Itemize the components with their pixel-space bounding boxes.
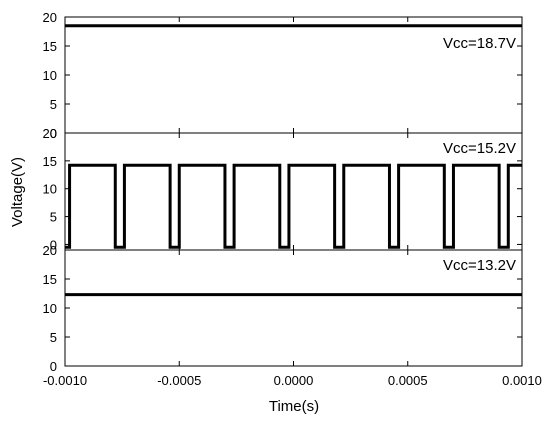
panel-middle-annotation: Vcc=15.2V xyxy=(443,140,516,157)
panel-top-ticks: 0 5 10 15 20 xyxy=(43,10,523,141)
series-line xyxy=(65,163,522,249)
y-tick-label: 0 xyxy=(50,237,57,252)
x-tick-label: 0.0005 xyxy=(388,373,428,388)
y-tick-label: 10 xyxy=(43,301,57,316)
y-tick-label: 5 xyxy=(50,330,57,345)
panel-top: 0 5 10 15 20 Vcc=18.7V xyxy=(43,10,523,141)
panel-bottom: 0 5 10 15 20 Vcc=13.2V xyxy=(43,243,523,374)
y-tick-label: 5 xyxy=(50,210,57,225)
x-tick-label: 0.0010 xyxy=(502,373,542,388)
x-axis-title: Time(s) xyxy=(269,398,319,415)
panel-middle-series xyxy=(65,163,522,249)
x-tick-label: -0.0010 xyxy=(43,373,87,388)
y-tick-label: 15 xyxy=(43,154,57,169)
y-tick-label: 20 xyxy=(43,126,57,141)
y-tick-label: 0 xyxy=(50,359,57,374)
y-tick-label: 20 xyxy=(43,10,57,25)
y-tick-label: 15 xyxy=(43,272,57,287)
y-tick-label: 20 xyxy=(43,243,57,258)
y-tick-label: 10 xyxy=(43,68,57,83)
panel-bottom-ticks: 0 5 10 15 20 xyxy=(43,243,523,374)
y-tick-label: 10 xyxy=(43,182,57,197)
x-tick-label: 0.0000 xyxy=(274,373,314,388)
x-axis: -0.0010 -0.0005 0.0000 0.0005 0.0010 xyxy=(43,373,542,388)
y-tick-label: 15 xyxy=(43,39,57,54)
x-tick-label: -0.0005 xyxy=(157,373,201,388)
panel-middle: 0 5 10 15 20 Vcc=15.2V xyxy=(43,126,523,252)
y-tick-label: 0 xyxy=(50,126,57,141)
panel-top-annotation: Vcc=18.7V xyxy=(443,35,516,52)
y-axis-title: Voltage(V) xyxy=(9,157,26,227)
panel-bottom-annotation: Vcc=13.2V xyxy=(443,257,516,274)
y-tick-label: 5 xyxy=(50,97,57,112)
panel-middle-ticks: 0 5 10 15 20 xyxy=(43,126,523,252)
